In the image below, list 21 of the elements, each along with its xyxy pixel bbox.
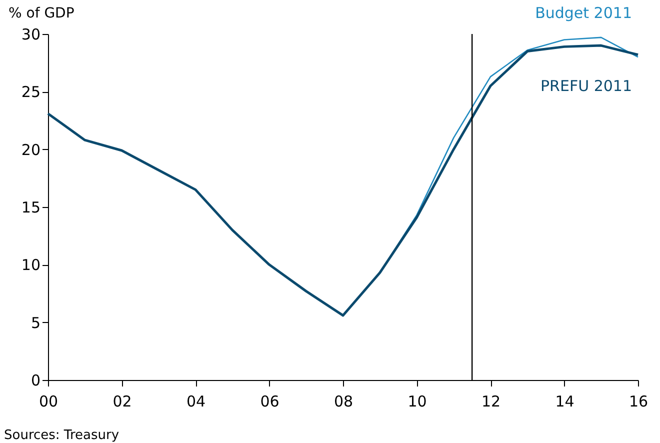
x-tick-label: 10: [408, 392, 427, 410]
source-note: Sources: Treasury: [4, 428, 120, 443]
line-series: [46, 44, 640, 317]
series-label: PREFU 2011: [540, 77, 632, 95]
y-tick-label: 15: [21, 198, 40, 216]
y-tick-label: 30: [21, 26, 40, 44]
x-tick-label: 12: [481, 392, 501, 410]
x-tick-label: 16: [628, 392, 648, 410]
y-tick-label: 25: [21, 83, 40, 102]
x-tick-label: 04: [186, 392, 206, 410]
x-tick-label: 14: [555, 392, 574, 410]
y-tick-label: 10: [21, 256, 40, 274]
x-tick-label: 02: [112, 392, 132, 410]
y-tick-label: 5: [30, 314, 40, 332]
x-tick-label: 06: [260, 392, 280, 410]
series-label: Budget 2011: [535, 4, 632, 22]
y-axis-title: % of GDP: [8, 6, 74, 22]
x-tick-label: 00: [38, 392, 58, 410]
x-tick-label: 08: [334, 392, 354, 410]
y-tick-label: 20: [21, 140, 40, 159]
y-tick-label: 0: [30, 372, 40, 390]
